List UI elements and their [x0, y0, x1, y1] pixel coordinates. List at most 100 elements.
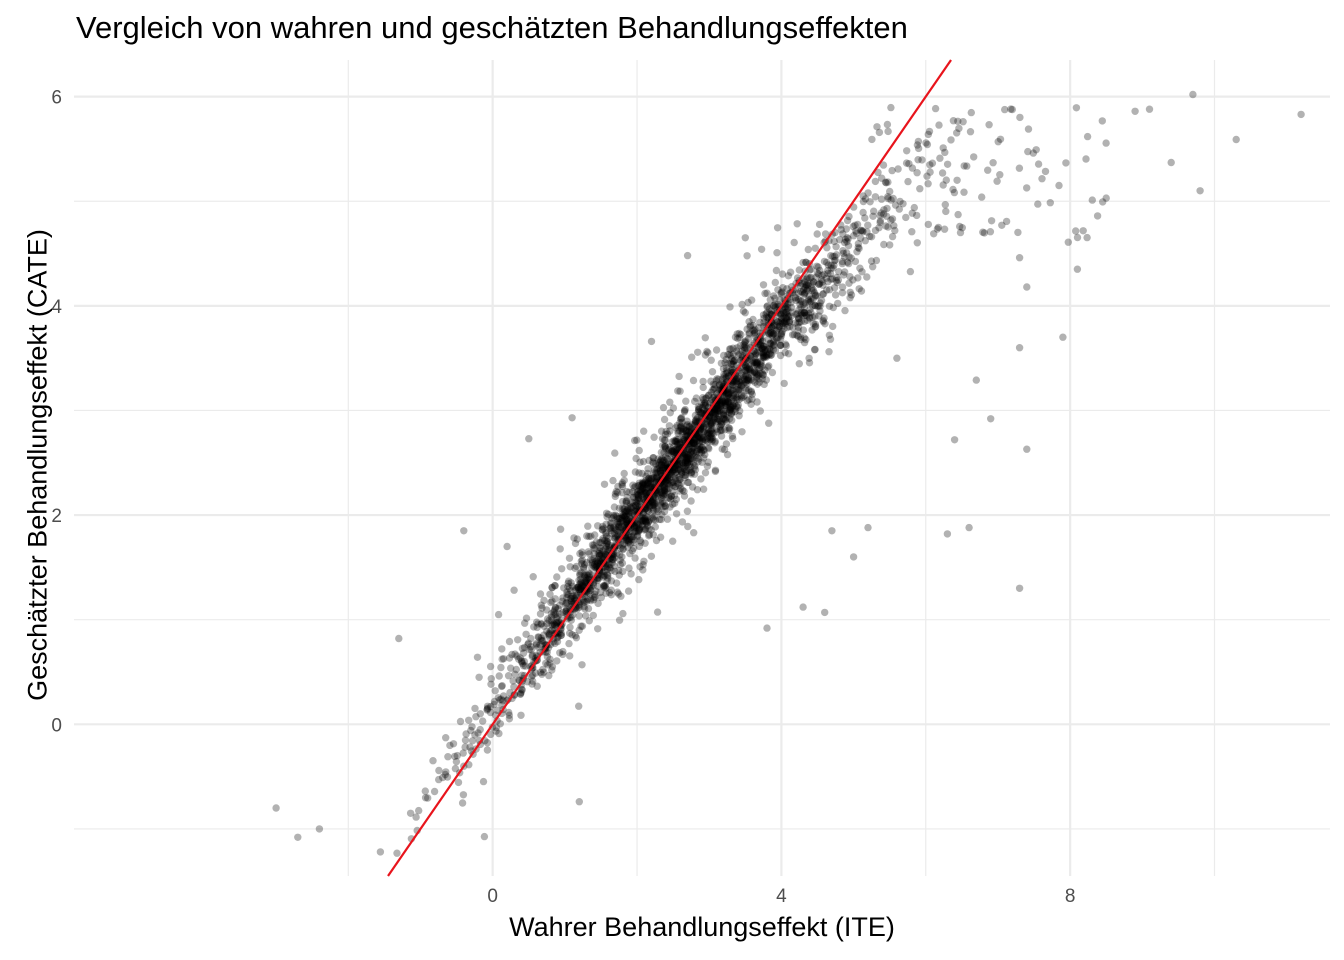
data-point — [599, 547, 607, 555]
data-point — [1102, 194, 1110, 202]
data-point — [714, 412, 723, 420]
data-point — [590, 554, 598, 563]
data-point — [764, 335, 772, 343]
data-point — [451, 764, 460, 773]
data-point — [824, 261, 832, 269]
data-point — [589, 581, 598, 589]
data-point — [595, 551, 604, 560]
data-point — [683, 460, 691, 468]
data-point — [711, 466, 720, 474]
data-point — [635, 469, 643, 477]
data-point — [530, 623, 538, 631]
data-point — [656, 467, 664, 476]
data-point — [1023, 445, 1031, 453]
data-point — [568, 592, 576, 600]
data-point — [884, 194, 892, 203]
data-point — [608, 559, 616, 567]
data-point — [683, 417, 691, 425]
data-point — [664, 488, 672, 496]
data-point — [577, 579, 585, 587]
data-point — [723, 414, 731, 422]
data-point — [580, 563, 588, 571]
data-point — [683, 420, 692, 429]
data-point — [623, 519, 631, 527]
data-point — [777, 310, 785, 318]
data-point — [642, 517, 650, 525]
data-point — [649, 531, 657, 539]
data-point — [682, 450, 690, 458]
data-point — [777, 314, 786, 322]
data-point — [611, 535, 619, 543]
data-point — [650, 469, 658, 477]
data-point — [550, 608, 558, 616]
y-tick-label: 6 — [51, 88, 62, 109]
data-point — [616, 514, 624, 523]
data-point — [674, 427, 682, 435]
data-point — [449, 740, 458, 748]
data-point — [622, 515, 631, 524]
data-point — [818, 271, 826, 280]
data-point — [674, 435, 682, 443]
data-point — [606, 564, 614, 572]
data-point — [707, 426, 716, 435]
data-point — [700, 446, 708, 455]
data-point — [498, 682, 506, 690]
data-point — [613, 526, 621, 534]
data-point — [784, 306, 792, 314]
data-point — [684, 478, 693, 487]
data-point — [577, 622, 585, 630]
data-point — [641, 525, 649, 533]
data-point — [618, 479, 627, 487]
data-point — [731, 356, 739, 364]
data-point — [525, 645, 533, 654]
data-point — [783, 311, 791, 319]
data-point — [960, 188, 968, 196]
data-point — [774, 334, 782, 342]
data-point — [600, 524, 608, 532]
data-point — [740, 346, 749, 354]
data-point — [761, 346, 769, 354]
data-point — [684, 459, 692, 467]
data-point — [856, 234, 865, 242]
data-point — [622, 499, 630, 507]
data-point — [811, 301, 819, 310]
data-point — [1167, 158, 1175, 167]
data-point — [607, 519, 616, 527]
data-point — [552, 619, 560, 627]
data-point — [435, 766, 443, 775]
data-point — [811, 244, 819, 252]
data-point — [690, 439, 698, 447]
data-point — [588, 559, 597, 567]
data-point — [876, 218, 884, 227]
data-point — [643, 506, 652, 514]
data-point — [564, 579, 572, 587]
data-point — [749, 359, 758, 367]
data-point — [751, 332, 760, 340]
data-point — [702, 394, 710, 402]
data-point — [589, 544, 598, 552]
data-point — [650, 493, 658, 501]
data-point — [576, 569, 584, 578]
data-point — [687, 468, 696, 476]
data-point — [692, 418, 700, 426]
data-point — [721, 398, 729, 407]
data-point — [608, 529, 616, 538]
data-point — [767, 340, 775, 348]
data-point — [655, 458, 663, 466]
data-point — [629, 502, 637, 511]
data-point — [741, 309, 749, 317]
data-point — [650, 474, 658, 482]
data-point — [691, 466, 700, 474]
data-point — [639, 484, 647, 492]
data-point — [681, 471, 689, 479]
data-point — [602, 532, 611, 540]
data-point — [591, 593, 599, 601]
data-point — [552, 614, 561, 622]
data-point — [831, 256, 840, 264]
x-tick-label: 8 — [1065, 886, 1076, 907]
data-point — [730, 357, 738, 366]
data-point — [627, 504, 635, 512]
data-point — [670, 437, 678, 445]
data-point — [681, 462, 689, 470]
data-point — [681, 473, 689, 482]
